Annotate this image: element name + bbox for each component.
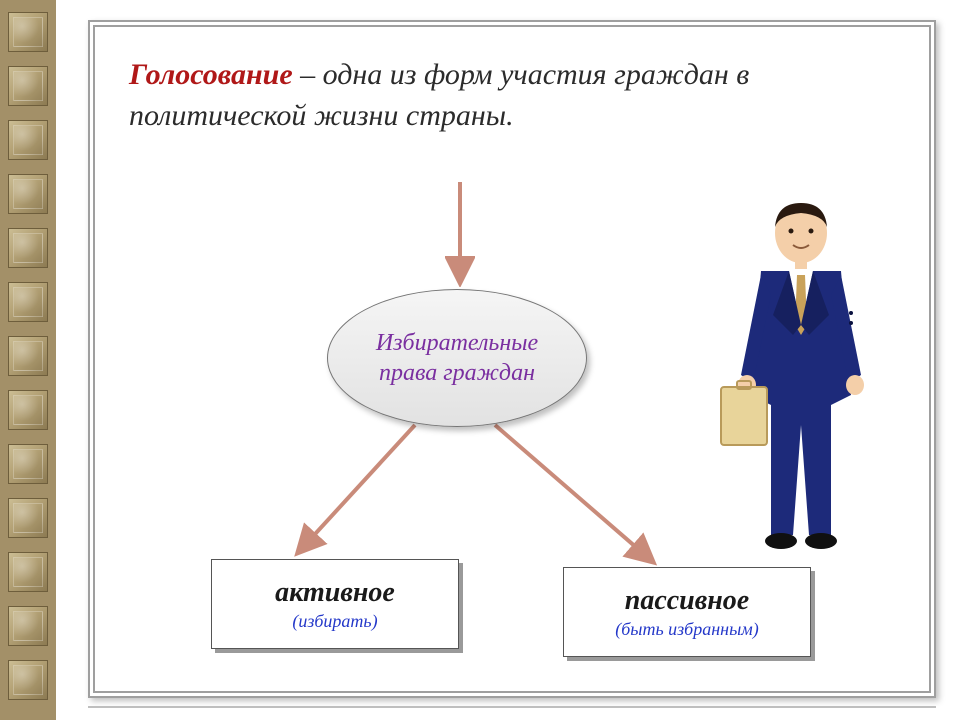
sidebar-tile — [8, 120, 48, 160]
slide-title: Голосование – одна из форм участия гражд… — [129, 55, 895, 136]
center-ellipse-text: Избирательные права граждан — [376, 328, 538, 388]
sidebar-tile — [8, 660, 48, 700]
box-passive: пассивное (быть избранным) — [563, 567, 811, 657]
arrow-left — [275, 415, 435, 565]
arrow-right — [475, 415, 675, 575]
sidebar-tile — [8, 66, 48, 106]
box-active-title: активное — [275, 577, 395, 609]
bottom-line — [88, 706, 936, 708]
center-line1: Избирательные — [376, 330, 538, 356]
sidebar-tile — [8, 606, 48, 646]
center-ellipse: Избирательные права граждан — [327, 289, 587, 427]
decorative-sidebar — [0, 0, 56, 720]
center-line2: права граждан — [379, 360, 535, 386]
title-emphasis: Голосование — [129, 58, 293, 91]
sidebar-tile — [8, 390, 48, 430]
sidebar-tile — [8, 228, 48, 268]
box-active: активное (избирать) — [211, 559, 459, 649]
sidebar-tile — [8, 174, 48, 214]
box-passive-title: пассивное — [625, 585, 749, 617]
sidebar-tile — [8, 444, 48, 484]
sidebar-tile — [8, 282, 48, 322]
arrow-down — [445, 177, 475, 287]
sidebar-tile — [8, 12, 48, 52]
sidebar-tile — [8, 336, 48, 376]
slide-card: Голосование – одна из форм участия гражд… — [88, 20, 936, 698]
businessman-icon — [701, 195, 901, 555]
sidebar-tile — [8, 552, 48, 592]
sidebar-tile — [8, 498, 48, 538]
box-passive-sub: (быть избранным) — [615, 619, 759, 640]
box-active-sub: (избирать) — [292, 611, 377, 632]
